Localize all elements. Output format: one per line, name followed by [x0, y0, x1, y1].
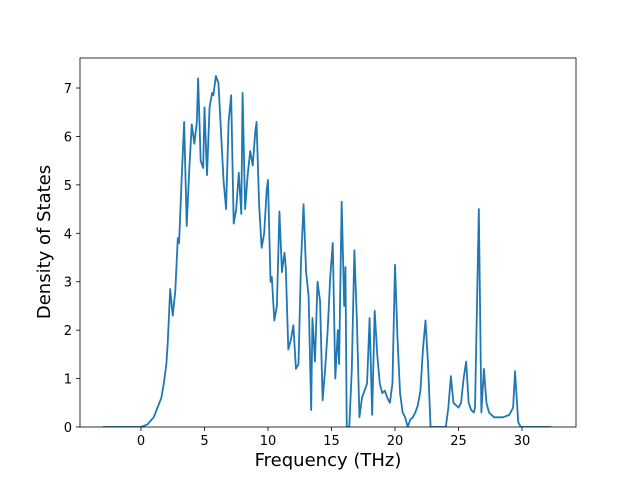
y-axis-label: Density of States	[34, 165, 55, 319]
x-axis-label: Frequency (THz)	[255, 450, 402, 471]
x-tick-label: 0	[137, 434, 145, 449]
y-tick-label: 4	[64, 227, 72, 242]
y-tick-label: 7	[64, 82, 72, 97]
y-tick-label: 2	[64, 324, 72, 339]
x-tick-label: 30	[514, 434, 531, 449]
x-tick-label: 25	[450, 434, 467, 449]
y-tick-label: 3	[64, 276, 72, 291]
x-tick-label: 10	[260, 434, 277, 449]
plot-frame	[79, 57, 577, 428]
x-tick-label: 15	[323, 434, 340, 449]
y-tick-label: 6	[64, 130, 72, 145]
y-tick-label: 5	[64, 179, 72, 194]
x-tick-label: 20	[387, 434, 404, 449]
y-tick-label: 0	[64, 421, 72, 436]
x-tick-label: 5	[200, 434, 208, 449]
y-tick-label: 1	[64, 373, 72, 388]
data-line	[102, 75, 552, 427]
